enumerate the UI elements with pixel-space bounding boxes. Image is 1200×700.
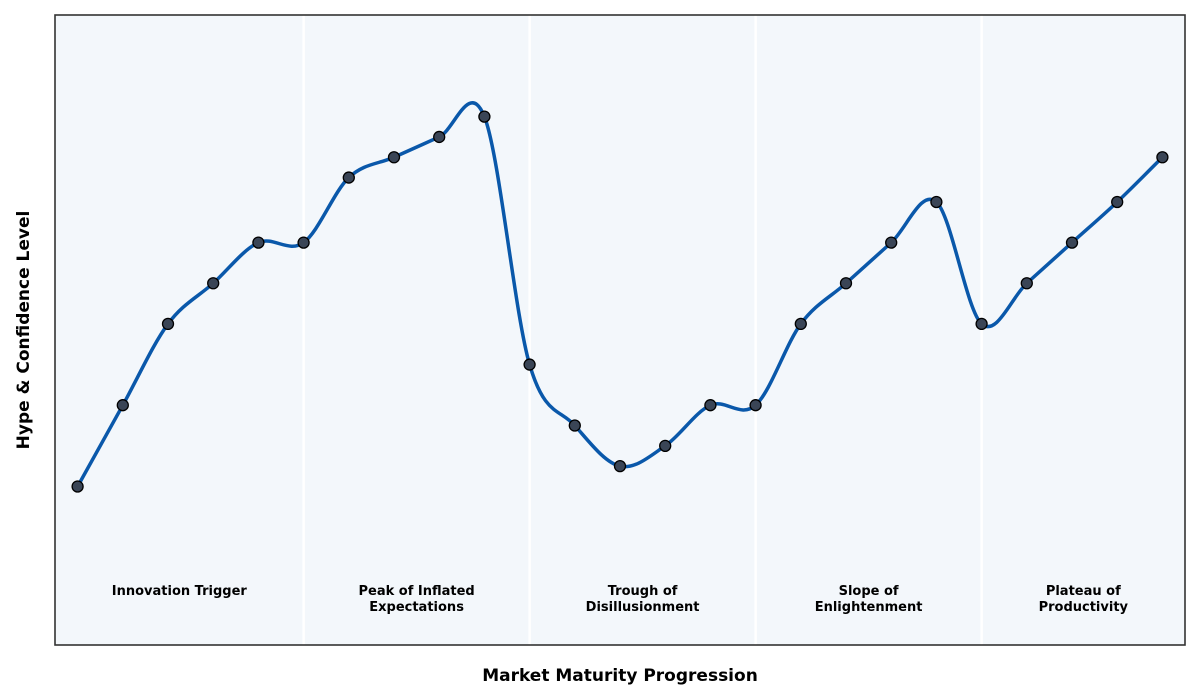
- data-point: [116, 399, 129, 412]
- data-point: [478, 110, 491, 123]
- data-point: [839, 277, 853, 290]
- phase-labels: Innovation Trigger Peak of Inflated Expect…: [112, 584, 1129, 615]
- phase-label: Slope of Enlightenment: [815, 584, 923, 615]
- data-point: [433, 130, 446, 144]
- data-point: [252, 236, 265, 249]
- data-point: [704, 399, 717, 412]
- data-point: [613, 460, 627, 473]
- phase-label: Trough of Disillusionment: [586, 584, 700, 615]
- data-point: [794, 317, 807, 331]
- x-axis-label: Market Maturity Progression: [482, 666, 758, 686]
- data-point: [523, 358, 536, 371]
- data-point: [1065, 236, 1079, 249]
- plot-background: [55, 15, 1185, 645]
- data-point: [885, 236, 898, 249]
- data-point: [1111, 195, 1124, 209]
- phase-label: Peak of Inflated Expectations: [358, 584, 474, 615]
- data-markers: [71, 110, 1169, 493]
- data-point: [342, 171, 355, 184]
- plot-frame: [54, 14, 1186, 646]
- data-point: [568, 419, 581, 432]
- phase-label: Innovation Trigger: [112, 584, 248, 599]
- phase-label: Plateau of Productivity: [1039, 584, 1129, 615]
- data-point: [297, 236, 310, 249]
- data-point: [1156, 151, 1169, 164]
- data-point: [659, 439, 672, 452]
- data-point: [161, 317, 175, 331]
- data-point: [1020, 277, 1033, 290]
- data-point: [930, 195, 943, 209]
- data-point: [71, 480, 84, 493]
- data-point: [207, 277, 220, 290]
- data-point: [975, 317, 988, 331]
- data-point: [387, 151, 401, 164]
- data-point: [749, 399, 762, 412]
- y-axis-label: Hype & Confidence Level: [14, 211, 34, 450]
